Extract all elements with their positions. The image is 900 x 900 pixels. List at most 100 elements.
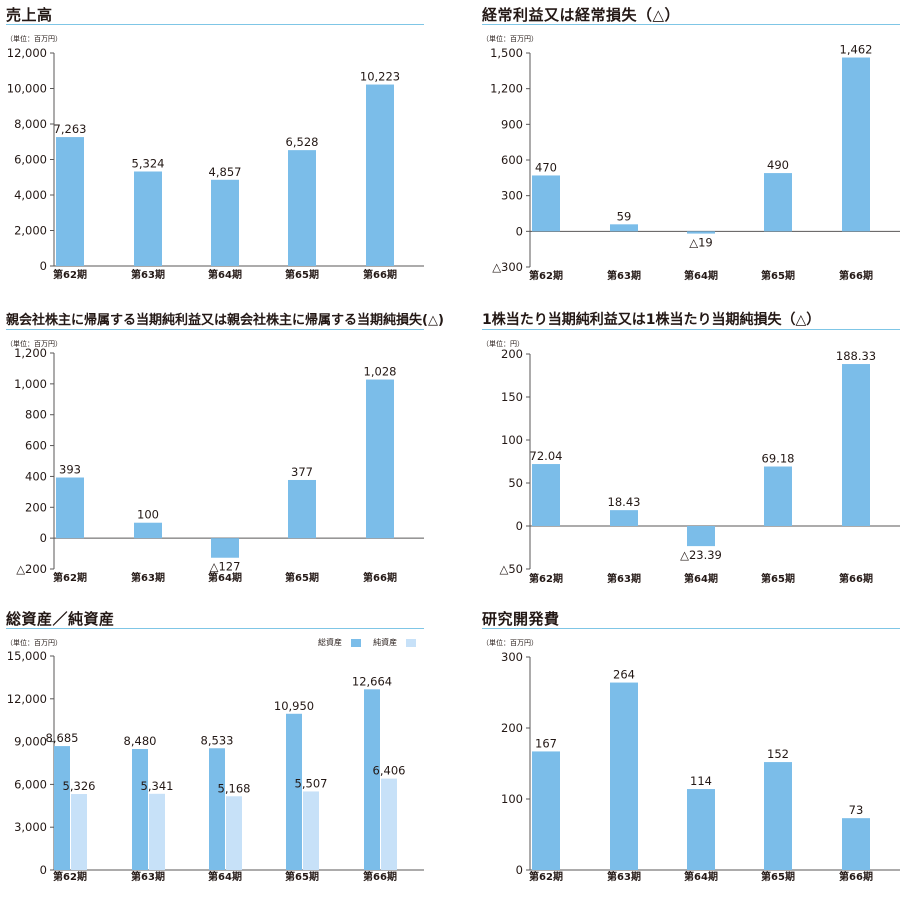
bar-net-assets: [226, 796, 242, 870]
bar-total-assets: [286, 713, 302, 870]
data-label: 152: [767, 747, 789, 761]
x-tick-label: 第63期: [131, 571, 165, 584]
data-label: 5,324: [132, 156, 165, 170]
bar: [610, 682, 638, 870]
chart-panel-net-income: 親会社株主に帰属する当期純利益又は親会社株主に帰属する当期純損失(△) （単位：…: [6, 305, 444, 601]
bar: [56, 137, 84, 266]
chart-title: 親会社株主に帰属する当期純利益又は親会社株主に帰属する当期純損失(△): [6, 313, 444, 328]
x-tick-label: 第62期: [529, 572, 563, 585]
y-tick-label: 12,000: [7, 692, 47, 706]
data-label: 188.33: [836, 349, 876, 363]
bar: [134, 171, 162, 266]
y-tick-label: △200: [16, 562, 47, 576]
x-tick-label: 第62期: [53, 571, 87, 584]
y-tick-label: △300: [492, 260, 523, 274]
data-label: 1,028: [364, 365, 397, 379]
chart-legend: 総資産 純資産: [318, 637, 416, 648]
data-label: 10,950: [274, 699, 314, 713]
y-tick-label: 50: [508, 476, 523, 490]
bar: [687, 231, 715, 234]
data-label: △23.39: [680, 548, 722, 562]
data-label: 393: [59, 463, 81, 477]
data-label: 5,341: [141, 779, 174, 793]
data-label: 72.04: [530, 449, 563, 463]
x-tick-label: 第66期: [363, 268, 397, 281]
bar: [366, 379, 394, 539]
x-tick-label: 第63期: [607, 572, 641, 585]
y-tick-label: 150: [501, 390, 523, 404]
y-tick-label: 400: [25, 469, 47, 483]
y-tick-label: 1,000: [14, 377, 47, 391]
y-tick-label: 200: [501, 347, 523, 361]
y-tick-label: 0: [516, 863, 523, 877]
chart-title: 売上高: [6, 6, 53, 24]
data-label: 18.43: [608, 495, 641, 509]
chart-title: 1株当たり当期純利益又は1株当たり当期純損失（△）: [482, 312, 821, 328]
bar: [211, 538, 239, 558]
bar: [842, 818, 870, 870]
chart-svg: （単位：円） △50 0 50 100 150 200 72.04 18.43 △23.39 69.…: [482, 339, 900, 585]
y-tick-label: 200: [501, 721, 523, 735]
bar-net-assets: [149, 793, 165, 870]
x-tick-label: 第65期: [285, 268, 319, 281]
title-divider: [482, 329, 900, 330]
y-tick-label: 100: [501, 433, 523, 447]
data-label: 490: [767, 158, 789, 172]
y-tick-label: 4,000: [14, 188, 47, 202]
x-tick-label: 第62期: [53, 870, 87, 883]
y-tick-label: 6,000: [14, 777, 47, 791]
x-tick-label: 第63期: [607, 870, 641, 883]
unit-label: （単位：百万円）: [482, 638, 538, 647]
bar-total-assets: [54, 746, 70, 870]
bar-total-assets: [132, 749, 148, 870]
bar-net-assets: [381, 778, 397, 870]
bar-total-assets: [364, 689, 380, 870]
chart-svg: （単位：百万円） △300 0 300 600 900 1,200 1,500 470 59 △19…: [482, 34, 900, 282]
x-tick-label: 第64期: [208, 870, 242, 883]
bar: [211, 179, 239, 266]
data-label: 5,507: [295, 776, 328, 790]
y-tick-label: 12,000: [7, 46, 47, 60]
chart-svg: （単位：百万円） 0 2,000 4,000 6,000 8,000 10,000 12,00…: [6, 34, 424, 281]
chart-svg: （単位：百万円） 0 3,000 6,000 9,000 12,000 15,000 8,68…: [6, 638, 424, 883]
x-tick-label: 第64期: [684, 572, 718, 585]
y-tick-label: 300: [501, 650, 523, 664]
bar: [610, 510, 638, 526]
bar: [366, 84, 394, 266]
bar: [842, 364, 870, 526]
y-tick-label: 1,200: [490, 82, 523, 96]
legend-swatch-total-assets: [350, 638, 361, 647]
data-label: 59: [617, 209, 632, 223]
data-label: 167: [535, 736, 557, 750]
y-tick-label: 0: [40, 531, 47, 545]
y-tick-label: 0: [516, 224, 523, 238]
legend-swatch-net-assets: [405, 638, 416, 647]
x-tick-label: 第66期: [839, 572, 873, 585]
y-tick-label: 6,000: [14, 153, 47, 167]
y-tick-label: 600: [501, 153, 523, 167]
bar-total-assets: [209, 748, 225, 870]
title-divider: [6, 628, 424, 629]
y-tick-label: 800: [25, 408, 47, 422]
x-tick-label: 第64期: [684, 269, 718, 282]
data-label: 4,857: [209, 165, 242, 179]
x-tick-label: 第65期: [761, 870, 795, 883]
y-tick-label: 8,000: [14, 117, 47, 131]
bar: [764, 466, 792, 526]
bar-net-assets: [303, 791, 319, 870]
chart-panel-ordinary-income: 経常利益又は経常損失（△） （単位：百万円） △300 0 300 600 900 1,20…: [482, 0, 900, 296]
x-tick-label: 第66期: [839, 269, 873, 282]
data-label: 470: [535, 160, 557, 174]
bar: [610, 224, 638, 232]
legend-label-net-assets: 純資産: [373, 638, 398, 647]
bar: [687, 526, 715, 547]
x-tick-label: 第64期: [208, 571, 242, 584]
y-tick-label: 10,000: [7, 82, 47, 96]
y-tick-label: △50: [500, 562, 523, 576]
y-tick-label: 0: [516, 519, 523, 533]
chart-title: 経常利益又は経常損失（△）: [482, 6, 681, 24]
y-tick-label: 1,200: [14, 346, 47, 360]
data-label: 8,685: [46, 731, 79, 745]
data-label: △19: [689, 236, 712, 250]
x-tick-label: 第65期: [285, 870, 319, 883]
